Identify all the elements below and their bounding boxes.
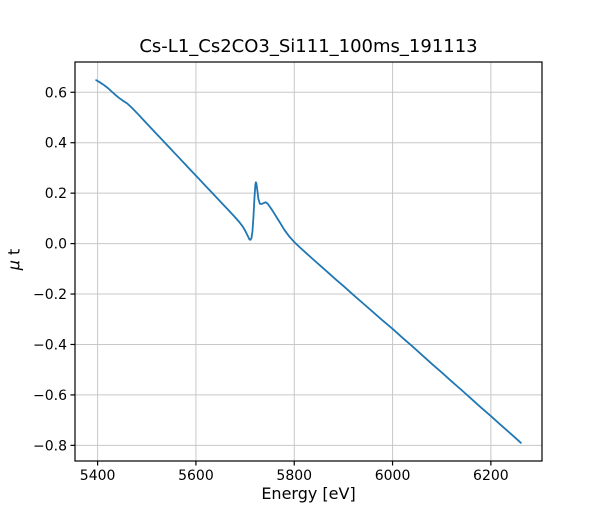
x-tick-label: 6000	[375, 468, 411, 484]
y-tick-label: 0.4	[45, 136, 67, 152]
spectrum-line	[95, 79, 522, 444]
x-tick-label: 5400	[80, 468, 116, 484]
y-tick-label: 0.0	[45, 237, 67, 253]
x-axis-label: Energy [eV]	[261, 484, 356, 503]
y-tick-label: −0.8	[33, 438, 67, 454]
x-tick-label: 6200	[473, 468, 509, 484]
y-axis-label: μ t	[5, 210, 24, 310]
plot-border	[74, 61, 543, 462]
chart-title: Cs-L1_Cs2CO3_Si111_100ms_191113	[139, 36, 478, 57]
y-tick-label: −0.6	[33, 388, 67, 404]
y-axis-label-rest: t	[4, 248, 24, 261]
y-tick-label: 0.6	[45, 85, 67, 101]
x-tick-label: 5800	[276, 468, 312, 484]
y-tick-label: −0.4	[33, 337, 67, 353]
y-tick-label: −0.2	[33, 287, 67, 303]
x-tick-label: 5600	[178, 468, 214, 484]
y-axis-label-mu: μ	[4, 260, 24, 271]
y-tick-label: 0.2	[45, 186, 67, 202]
